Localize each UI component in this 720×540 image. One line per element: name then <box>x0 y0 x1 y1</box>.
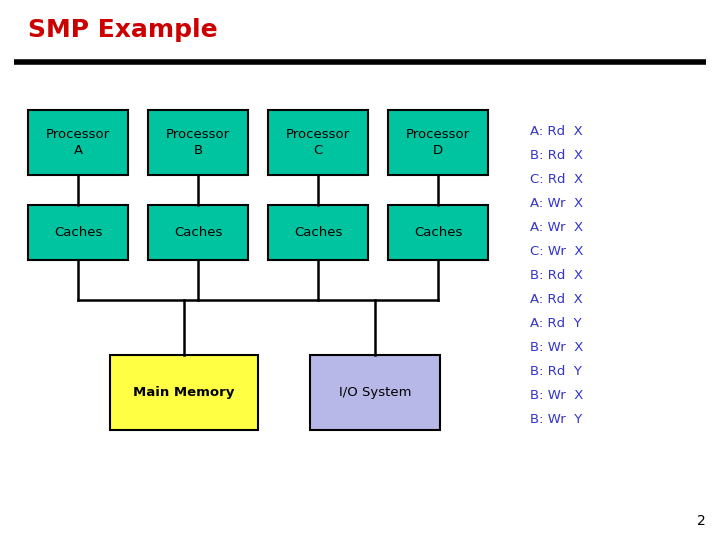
Bar <box>148 110 248 175</box>
Bar <box>28 205 128 260</box>
Bar <box>110 355 258 430</box>
Text: Caches: Caches <box>54 226 102 239</box>
Text: Processor
A: Processor A <box>46 129 110 157</box>
Text: I/O System: I/O System <box>338 386 411 399</box>
Text: C: Wr  X: C: Wr X <box>530 245 583 258</box>
Text: B: Wr  Y: B: Wr Y <box>530 413 582 426</box>
Text: A: Rd  Y: A: Rd Y <box>530 317 582 330</box>
Bar <box>28 110 128 175</box>
Text: 2: 2 <box>697 514 706 528</box>
Text: C: Rd  X: C: Rd X <box>530 173 583 186</box>
Bar <box>388 205 488 260</box>
Text: Processor
D: Processor D <box>406 129 470 157</box>
Text: A: Wr  X: A: Wr X <box>530 221 583 234</box>
Text: Caches: Caches <box>414 226 462 239</box>
Bar <box>310 355 440 430</box>
Text: Caches: Caches <box>174 226 222 239</box>
Text: Processor
C: Processor C <box>286 129 350 157</box>
Bar <box>388 110 488 175</box>
Text: SMP Example: SMP Example <box>28 18 217 42</box>
Bar <box>268 110 368 175</box>
Text: A: Wr  X: A: Wr X <box>530 197 583 210</box>
Text: B: Rd  Y: B: Rd Y <box>530 365 582 378</box>
Text: B: Wr  X: B: Wr X <box>530 389 583 402</box>
Text: B: Wr  X: B: Wr X <box>530 341 583 354</box>
Bar <box>268 205 368 260</box>
Text: Processor
B: Processor B <box>166 129 230 157</box>
Text: Caches: Caches <box>294 226 342 239</box>
Text: A: Rd  X: A: Rd X <box>530 125 582 138</box>
Text: B: Rd  X: B: Rd X <box>530 269 583 282</box>
Text: B: Rd  X: B: Rd X <box>530 149 583 162</box>
Text: Main Memory: Main Memory <box>133 386 235 399</box>
Text: A: Rd  X: A: Rd X <box>530 293 582 306</box>
Bar <box>148 205 248 260</box>
